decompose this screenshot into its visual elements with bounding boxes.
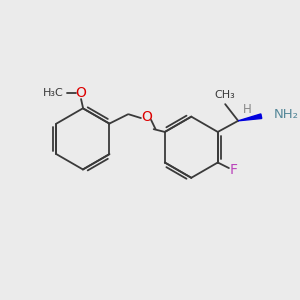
Text: H: H: [243, 103, 251, 116]
Text: H₃C: H₃C: [43, 88, 64, 98]
Text: O: O: [141, 110, 152, 124]
Text: F: F: [230, 163, 238, 177]
Text: O: O: [76, 86, 86, 100]
Polygon shape: [238, 114, 262, 121]
Text: NH₂: NH₂: [273, 108, 298, 121]
Text: CH₃: CH₃: [214, 90, 235, 100]
